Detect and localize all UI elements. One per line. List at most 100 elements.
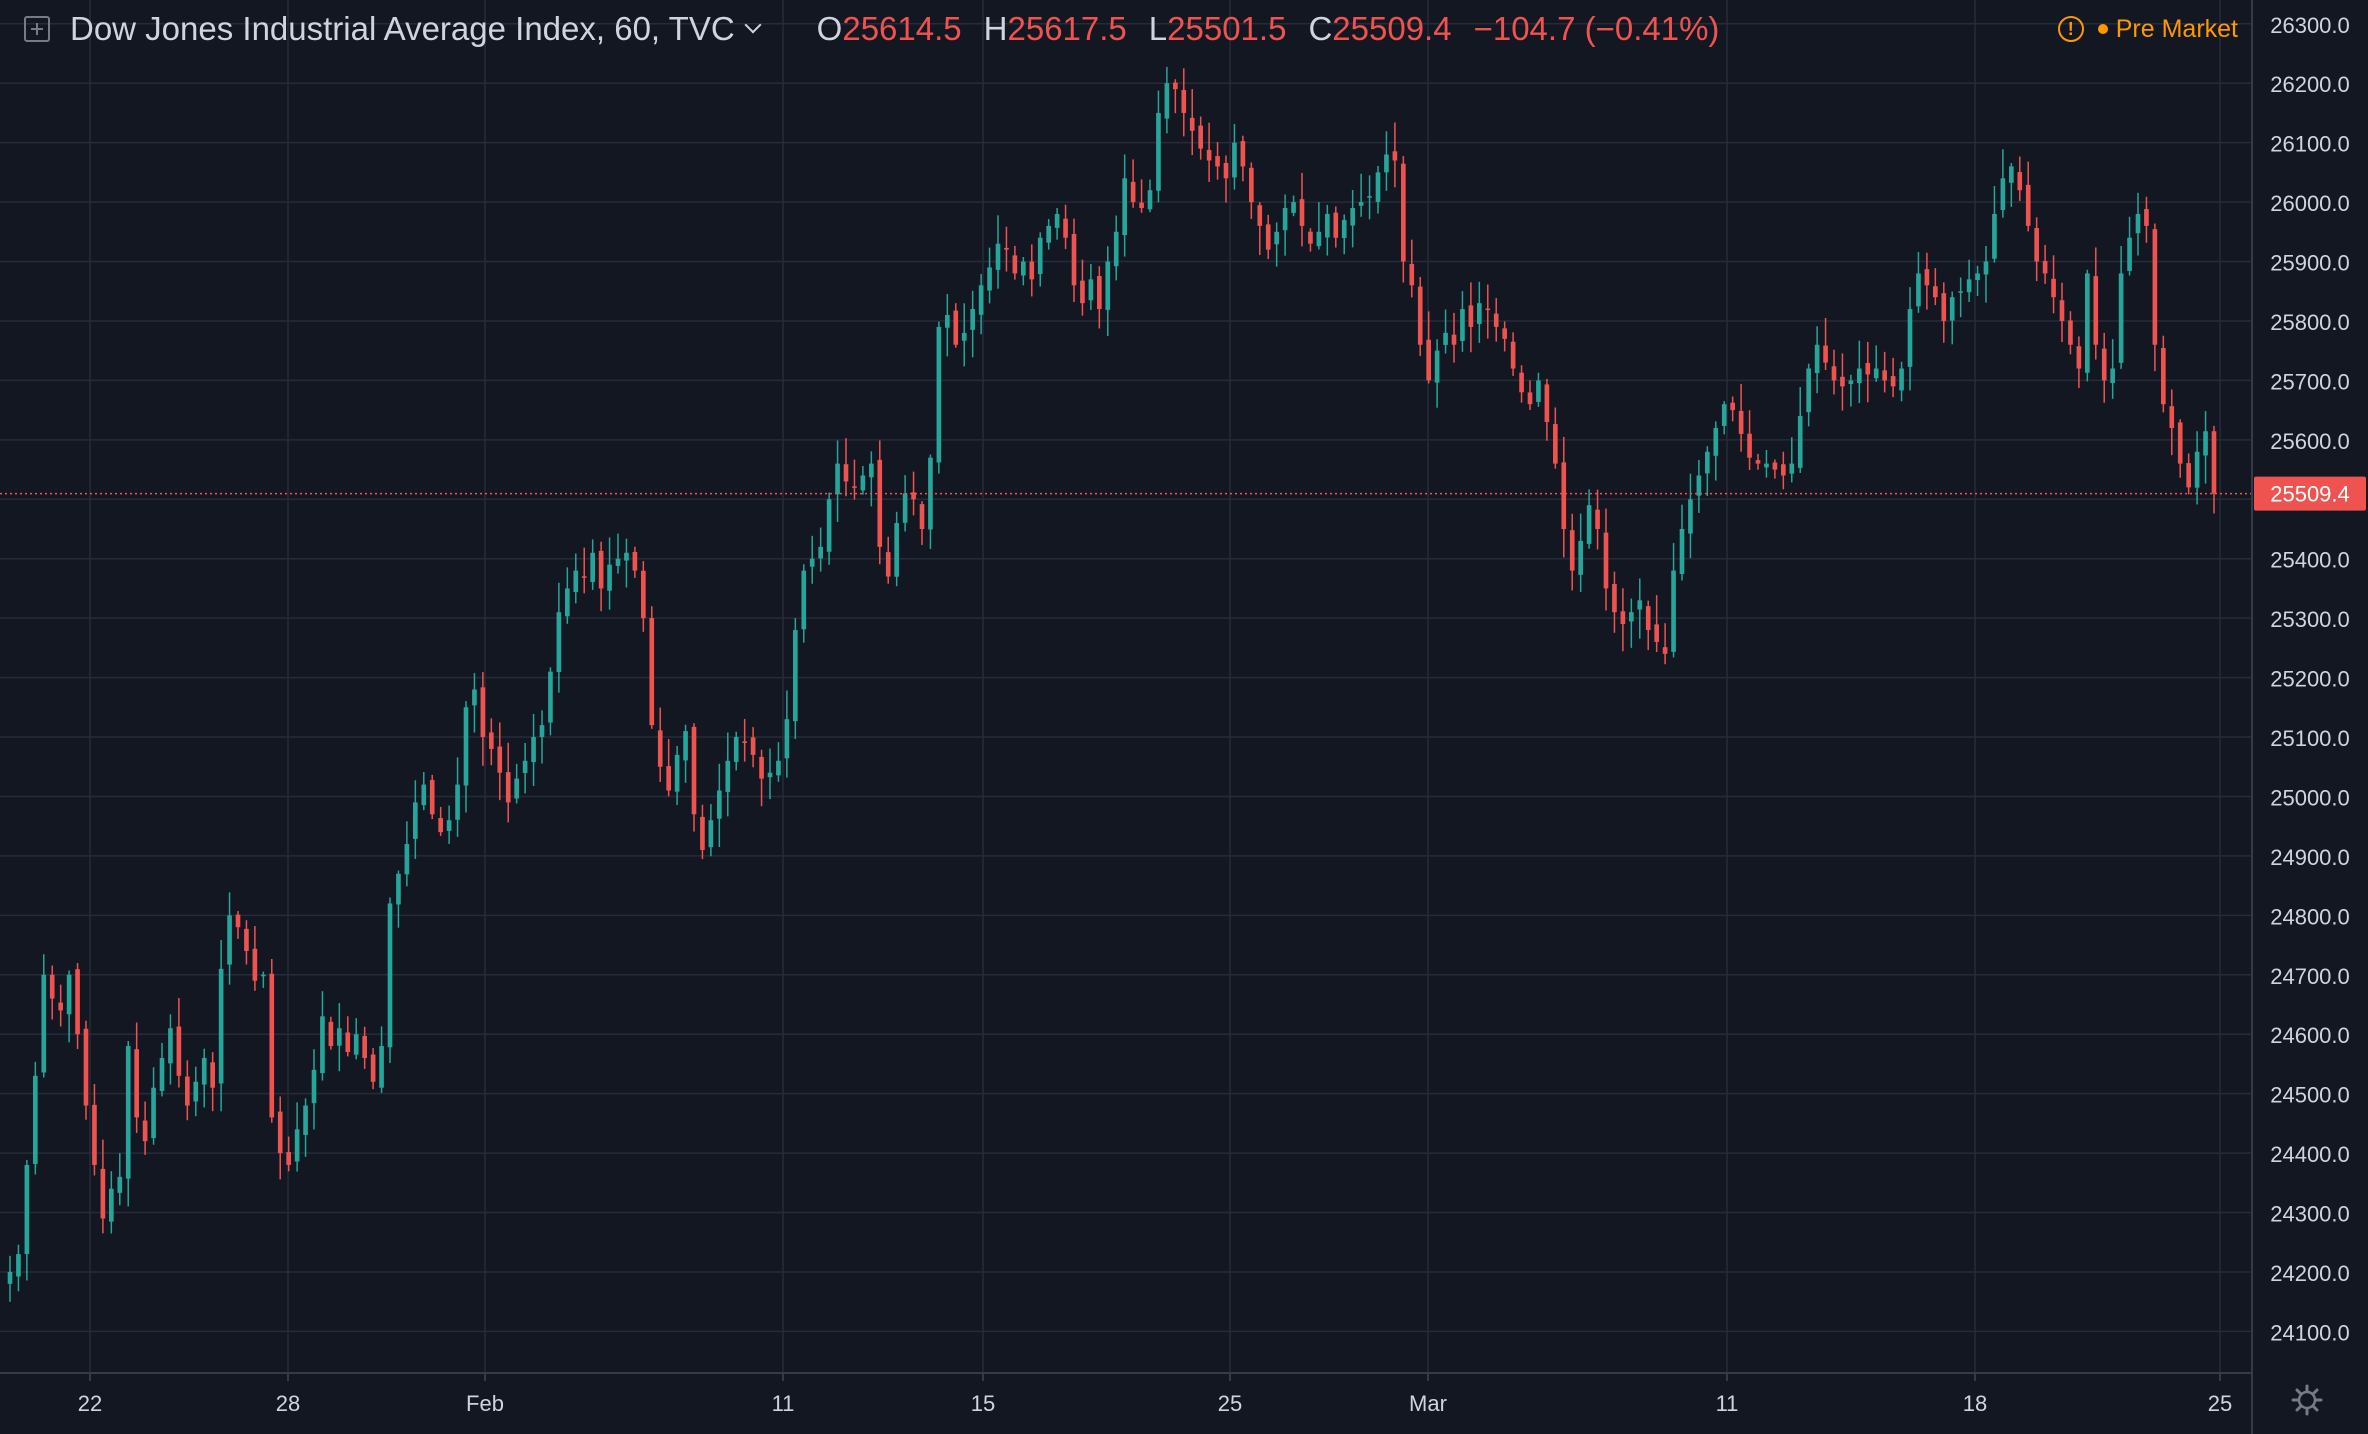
candle[interactable]	[818, 527, 823, 572]
candle[interactable]	[2085, 269, 2090, 382]
candle[interactable]	[1156, 90, 1161, 203]
candle[interactable]	[1916, 251, 1921, 313]
candle[interactable]	[852, 459, 857, 500]
candle[interactable]	[1189, 89, 1195, 156]
candle[interactable]	[446, 805, 452, 844]
candle[interactable]	[1434, 339, 1440, 408]
candle[interactable]	[1477, 281, 1482, 343]
candle[interactable]	[117, 1153, 123, 1206]
candle[interactable]	[1561, 436, 1567, 558]
candle[interactable]	[708, 804, 714, 857]
candle[interactable]	[244, 920, 249, 965]
candle[interactable]	[396, 870, 401, 928]
candle[interactable]	[2101, 332, 2107, 403]
candle[interactable]	[311, 1049, 317, 1130]
candle[interactable]	[1257, 202, 1263, 256]
candle[interactable]	[759, 749, 764, 807]
candle[interactable]	[1215, 142, 1220, 180]
candle[interactable]	[894, 511, 899, 587]
candle[interactable]	[252, 926, 258, 991]
candle[interactable]	[1831, 349, 1837, 395]
candle[interactable]	[607, 537, 612, 610]
candle[interactable]	[41, 954, 47, 1078]
candle[interactable]	[151, 1067, 156, 1145]
candle[interactable]	[1992, 186, 1997, 263]
candle[interactable]	[733, 731, 739, 771]
candle[interactable]	[1426, 311, 1431, 384]
candle[interactable]	[1966, 259, 1972, 302]
candle[interactable]	[750, 727, 756, 768]
candle[interactable]	[843, 438, 849, 497]
candle[interactable]	[2169, 389, 2175, 456]
candle[interactable]	[2068, 311, 2073, 355]
candle[interactable]	[1029, 244, 1035, 297]
candle[interactable]	[142, 1101, 148, 1155]
candle[interactable]	[1933, 268, 1938, 306]
candle[interactable]	[1088, 263, 1094, 310]
candle[interactable]	[505, 742, 511, 823]
candle[interactable]	[776, 742, 781, 782]
candle[interactable]	[1130, 159, 1136, 208]
candle[interactable]	[1544, 378, 1550, 441]
candle[interactable]	[1671, 543, 1676, 658]
candle[interactable]	[1417, 276, 1423, 357]
candle[interactable]	[24, 1159, 30, 1281]
candle[interactable]	[1063, 204, 1068, 250]
candle[interactable]	[565, 567, 570, 624]
candle[interactable]	[1249, 162, 1254, 219]
candle[interactable]	[1696, 459, 1702, 513]
candle[interactable]	[261, 971, 266, 988]
candle[interactable]	[581, 547, 587, 594]
candle[interactable]	[58, 984, 63, 1027]
candle[interactable]	[1037, 232, 1043, 287]
candle[interactable]	[176, 997, 182, 1088]
candle[interactable]	[337, 1003, 342, 1072]
candle[interactable]	[218, 939, 224, 1112]
candle[interactable]	[33, 1061, 38, 1175]
candle[interactable]	[1755, 453, 1761, 470]
candle[interactable]	[1772, 459, 1778, 479]
chevron-down-icon[interactable]	[744, 16, 762, 34]
candle[interactable]	[413, 780, 418, 859]
candle[interactable]	[1814, 326, 1820, 394]
candle[interactable]	[987, 247, 992, 304]
candle[interactable]	[641, 561, 646, 632]
candle[interactable]	[598, 541, 604, 612]
candle[interactable]	[961, 303, 967, 367]
candle[interactable]	[185, 1060, 190, 1121]
candle[interactable]	[2110, 339, 2115, 399]
candle[interactable]	[1316, 202, 1322, 250]
candle[interactable]	[1206, 122, 1212, 182]
candle[interactable]	[353, 1018, 359, 1060]
candle[interactable]	[2042, 244, 2048, 284]
candle[interactable]	[2059, 282, 2065, 343]
candle[interactable]	[1468, 282, 1474, 353]
candle[interactable]	[590, 539, 595, 590]
candle[interactable]	[1907, 287, 1913, 391]
candle[interactable]	[683, 724, 688, 783]
candle[interactable]	[1080, 259, 1085, 316]
candle[interactable]	[134, 1022, 139, 1133]
candle[interactable]	[978, 274, 984, 335]
candle[interactable]	[2009, 163, 2014, 207]
candle[interactable]	[1493, 298, 1499, 342]
candle[interactable]	[657, 707, 663, 782]
candle[interactable]	[235, 911, 241, 939]
candle[interactable]	[1350, 189, 1355, 248]
symbol-title[interactable]: Dow Jones Industrial Average Index, 60, …	[70, 10, 735, 47]
candle[interactable]	[1603, 508, 1609, 611]
candle[interactable]	[7, 1255, 13, 1302]
candle[interactable]	[885, 536, 891, 584]
candle[interactable]	[615, 533, 621, 574]
candle[interactable]	[539, 710, 545, 764]
candle[interactable]	[522, 742, 528, 794]
candle[interactable]	[1873, 345, 1879, 382]
candle[interactable]	[1105, 246, 1111, 337]
candle[interactable]	[1409, 239, 1415, 298]
candle[interactable]	[286, 1136, 291, 1172]
candle[interactable]	[1705, 446, 1710, 496]
candle[interactable]	[2194, 431, 2200, 505]
candle[interactable]	[548, 667, 553, 736]
candle[interactable]	[1054, 207, 1060, 240]
candle[interactable]	[1401, 156, 1406, 283]
